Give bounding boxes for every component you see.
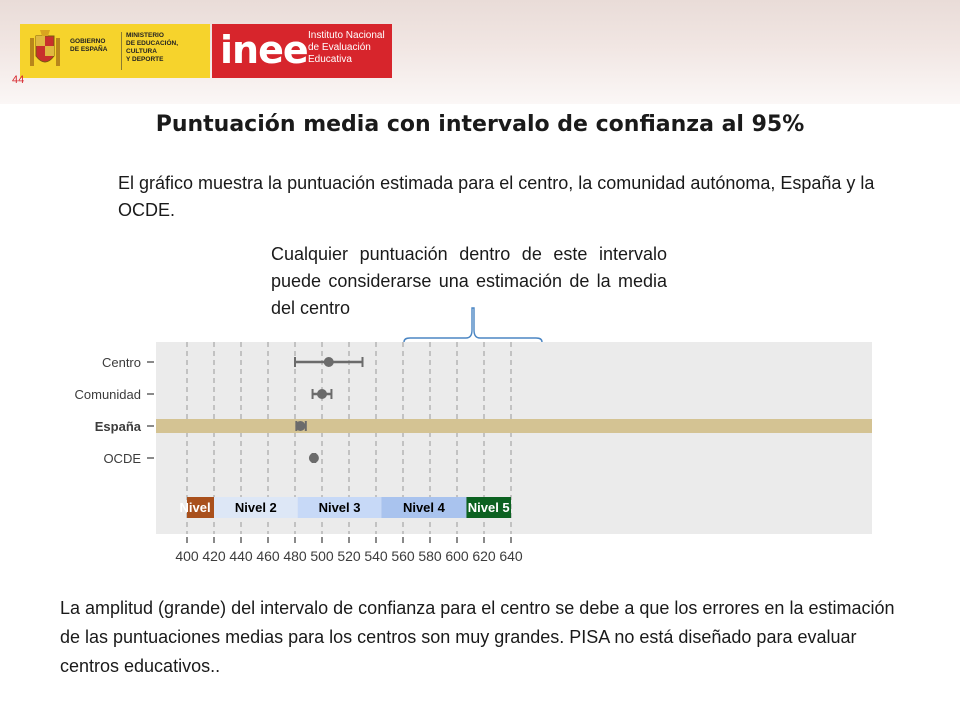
point-1 bbox=[317, 389, 327, 399]
level-label-nivel-4: Nivel 4 bbox=[403, 500, 446, 515]
level-label-nivel-3: Nivel 3 bbox=[319, 500, 361, 515]
callout-text: Cualquier puntuación dentro de este inte… bbox=[271, 244, 667, 318]
x-tick-label-500: 500 bbox=[310, 548, 334, 564]
government-logo: GOBIERNO DE ESPAÑA MINISTERIO DE EDUCACI… bbox=[20, 24, 210, 78]
slide-number: 44 bbox=[12, 74, 25, 86]
confidence-interval-chart: Nivel 1 Nivel 2 Nivel 3 Nivel 4 Nivel 5 Centr… bbox=[75, 342, 872, 564]
x-tick-label-540: 540 bbox=[364, 548, 388, 564]
level-bar-nivel-5 bbox=[466, 497, 511, 518]
point-3 bbox=[308, 453, 319, 463]
level-bar-nivel-2 bbox=[214, 497, 298, 518]
inee-wordmark: inee bbox=[220, 28, 309, 72]
interval-brace bbox=[403, 307, 543, 354]
x-tick-label-640: 640 bbox=[499, 548, 523, 564]
highlight-band bbox=[156, 419, 872, 433]
category-label-1: Comunidad bbox=[75, 387, 142, 402]
level-bar-nivel-4 bbox=[381, 497, 467, 518]
coat-of-arms-icon bbox=[30, 30, 60, 66]
intro-text: El gráfico muestra la puntuación estimad… bbox=[118, 173, 875, 220]
x-tick-label-580: 580 bbox=[418, 548, 442, 564]
gobierno-label: GOBIERNO DE ESPAÑA bbox=[70, 38, 108, 53]
inee-logo: inee Instituto Nacional de Evaluación Ed… bbox=[212, 24, 392, 78]
level-bar-nivel-1 bbox=[187, 497, 214, 518]
ministry-label: MINISTERIO DE EDUCACIÓN, CULTURA Y DEPOR… bbox=[126, 32, 179, 63]
x-tick-label-520: 520 bbox=[337, 548, 361, 564]
logo-divider bbox=[121, 32, 122, 70]
level-label-nivel-1: Nivel 1 bbox=[180, 500, 222, 515]
level-label-nivel-5: Nivel 5 bbox=[468, 500, 510, 515]
x-tick-label-400: 400 bbox=[175, 548, 199, 564]
level-label-nivel-2: Nivel 2 bbox=[235, 500, 277, 515]
category-label-0: Centro bbox=[102, 355, 141, 370]
inee-name: Instituto Nacional de Evaluación Educati… bbox=[308, 30, 385, 65]
x-tick-label-560: 560 bbox=[391, 548, 415, 564]
x-tick-label-480: 480 bbox=[283, 548, 307, 564]
slide-title: Puntuación media con intervalo de confia… bbox=[155, 112, 805, 137]
x-tick-label-460: 460 bbox=[256, 548, 280, 564]
category-label-2: España bbox=[95, 419, 142, 434]
level-bar-nivel-3 bbox=[297, 497, 382, 518]
footer-text: La amplitud (grande) del intervalo de co… bbox=[60, 598, 895, 676]
x-tick-label-600: 600 bbox=[445, 548, 469, 564]
x-tick-label-440: 440 bbox=[229, 548, 253, 564]
category-label-3: OCDE bbox=[103, 451, 141, 466]
point-2 bbox=[295, 421, 306, 431]
x-tick-label-620: 620 bbox=[472, 548, 496, 564]
x-tick-label-420: 420 bbox=[202, 548, 226, 564]
point-0 bbox=[323, 357, 334, 367]
